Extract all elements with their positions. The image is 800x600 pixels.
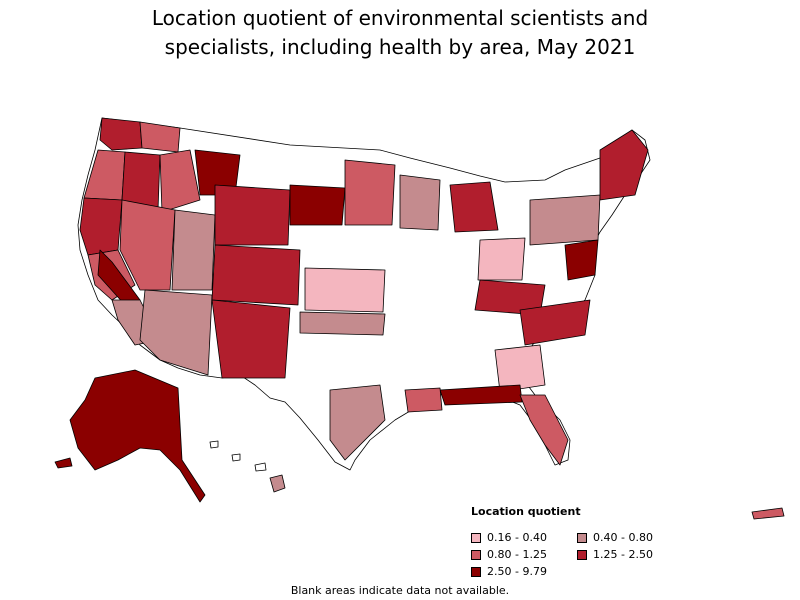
region-gulf-coast (439, 384, 523, 406)
legend-swatch-2 (471, 549, 481, 560)
region-hawaii-kauai (209, 440, 219, 449)
legend-swatch-3 (577, 549, 587, 560)
legend-title: Location quotient (471, 505, 581, 518)
region-carolinas (519, 299, 591, 346)
region-pennsylvania-new-york (529, 194, 601, 246)
region-new-mexico (211, 299, 291, 379)
region-wyoming (214, 184, 291, 246)
legend: Location quotient 0.16 - 0.40 0.40 - 0.8… (471, 505, 671, 578)
title-line-1: Location quotient of environmental scien… (151, 6, 649, 30)
legend-label-0: 0.16 - 0.40 (487, 531, 547, 544)
region-kansas (304, 267, 386, 313)
region-nevada (119, 199, 176, 291)
region-florida (519, 394, 569, 466)
region-texas-gulf (329, 384, 386, 461)
legend-item-2: 0.80 - 1.25 (471, 548, 577, 561)
region-arizona (139, 289, 213, 376)
legend-items: 0.16 - 0.40 0.40 - 0.80 0.80 - 1.25 1.25… (471, 531, 671, 578)
legend-swatch-4 (471, 566, 481, 577)
region-oklahoma (299, 311, 386, 336)
region-ohio-valley (477, 237, 526, 281)
region-puerto-rico (751, 507, 785, 520)
legend-swatch-1 (577, 532, 587, 543)
region-hawaii-big-island (269, 474, 286, 493)
map-title: Location quotient of environmental scien… (0, 4, 800, 62)
legend-swatch-0 (471, 532, 481, 543)
legend-item-4: 2.50 - 9.79 (471, 565, 577, 578)
legend-item-3: 1.25 - 2.50 (577, 548, 677, 561)
title-line-2: specialists, including health by area, M… (164, 35, 636, 59)
region-dakotas (289, 184, 346, 226)
region-washington-west (99, 117, 143, 151)
region-utah (171, 209, 216, 291)
legend-item-0: 0.16 - 0.40 (471, 531, 577, 544)
region-hawaii-maui (254, 462, 267, 472)
region-idaho (159, 149, 201, 213)
region-minnesota (344, 159, 396, 226)
legend-item-1: 0.40 - 0.80 (577, 531, 677, 544)
footnote: Blank areas indicate data not available. (290, 584, 510, 597)
region-alaska-islands (54, 457, 73, 469)
region-washington-east (139, 121, 181, 153)
region-california-north (79, 197, 123, 256)
legend-label-3: 1.25 - 2.50 (593, 548, 653, 561)
region-alaska (69, 369, 206, 503)
region-colorado (211, 244, 301, 306)
region-michigan (449, 181, 499, 233)
region-hawaii-oahu (231, 453, 241, 462)
region-wisconsin (399, 174, 441, 231)
region-mid-atlantic (564, 239, 599, 281)
legend-label-1: 0.40 - 0.80 (593, 531, 653, 544)
legend-label-2: 0.80 - 1.25 (487, 548, 547, 561)
legend-label-4: 2.50 - 9.79 (487, 565, 547, 578)
region-georgia (494, 344, 546, 393)
region-new-england (599, 129, 649, 201)
region-louisiana (404, 387, 443, 413)
